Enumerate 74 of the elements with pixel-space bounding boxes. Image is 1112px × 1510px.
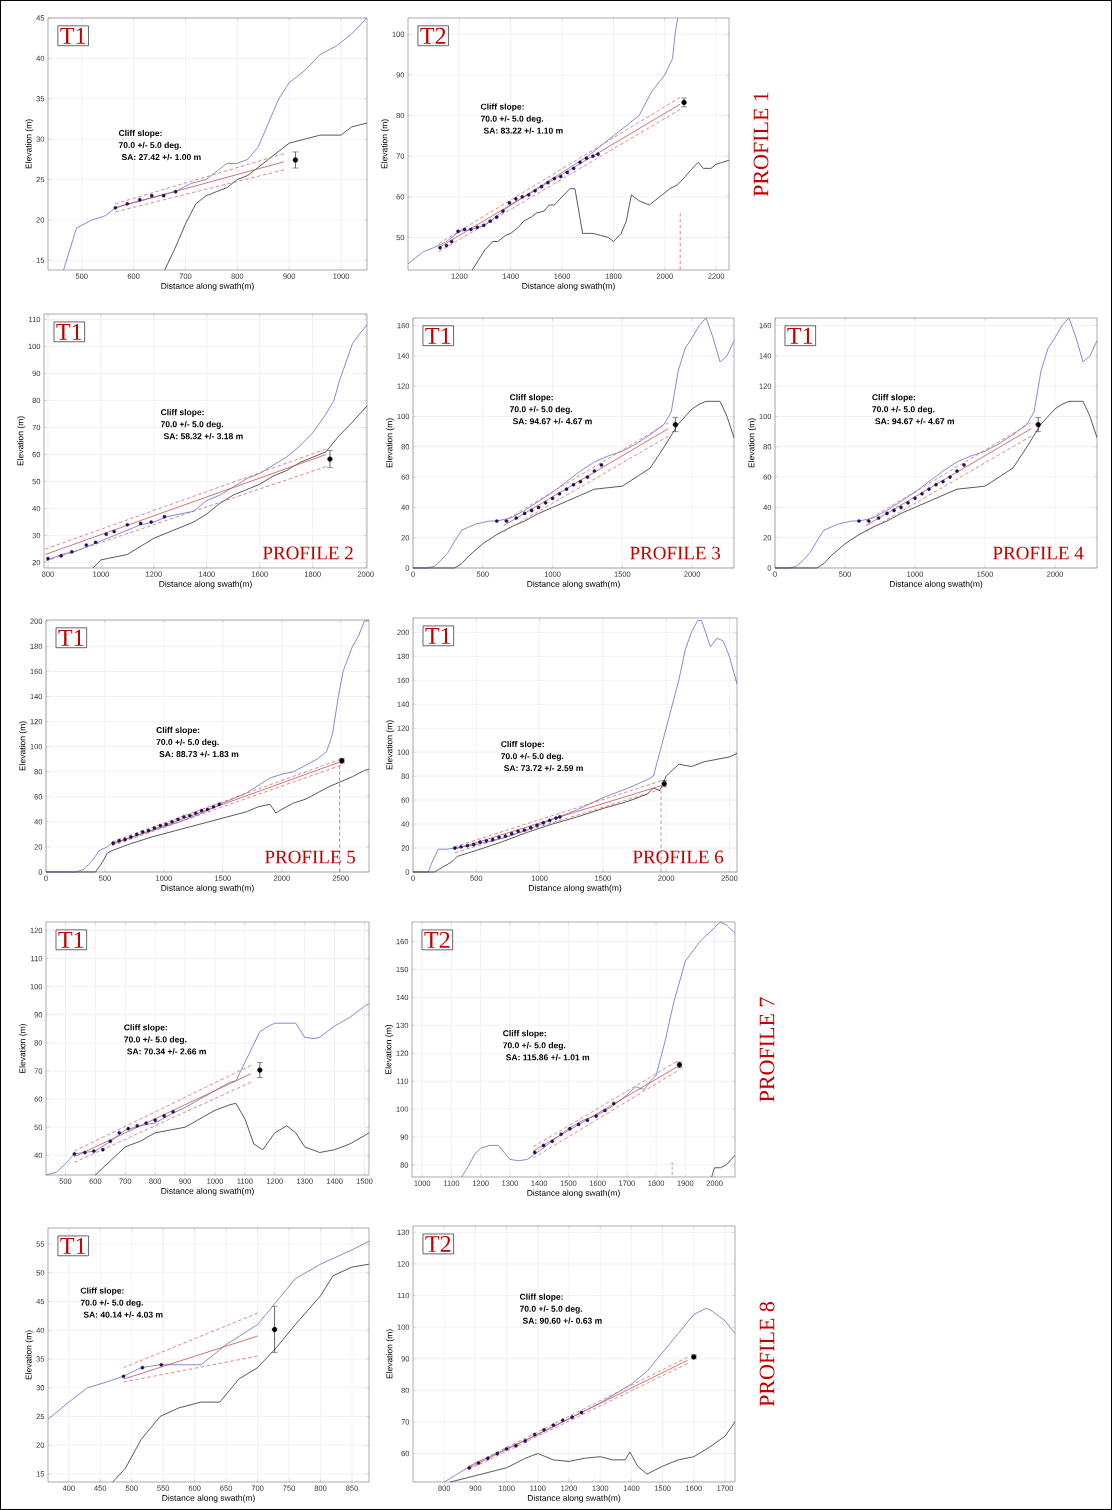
x-axis-title: Distance along swath(m) (527, 580, 620, 589)
y-axis-title: Elevation (m) (25, 119, 34, 169)
annotation: 70.0 +/- 5.0 deg. (118, 141, 182, 150)
x-axis-title: Distance along swath(m) (159, 580, 252, 589)
annotation: T1 (425, 327, 451, 344)
annotation: PROFILE 4 (993, 546, 1084, 560)
annotation: T1 (425, 627, 451, 644)
annotation: SA: 90.60 +/- 0.63 m (522, 1317, 602, 1324)
annotation: Cliff slope: (503, 1030, 546, 1038)
annotation: 70.0 +/- 5.0 deg. (124, 1036, 187, 1045)
annotation: T1 (56, 323, 82, 340)
annotation: 70.0 +/- 5.0 deg. (156, 738, 219, 747)
annotation: Cliff slope: (501, 740, 544, 749)
annotation: SA: 115.86 +/- 1.01 m (506, 1054, 590, 1061)
annotation: 70.0 +/- 5.0 deg. (872, 406, 935, 414)
y-axis-title: Elevation (m) (386, 1329, 395, 1379)
annotation: 70.0 +/- 5.0 deg. (480, 115, 544, 124)
y-axis-title: Elevation (m) (25, 1330, 34, 1380)
annotation: PROFILE 5 (265, 850, 356, 864)
y-axis-title: Elevation (m) (386, 720, 395, 770)
x-axis-title: Distance along swath(m) (162, 1494, 255, 1503)
text: PROFILE 8 (759, 1302, 775, 1407)
annotation: 70.0 +/- 5.0 deg. (519, 1305, 583, 1314)
text: PROFILE 1 (753, 92, 769, 197)
y-axis-title: Elevation (m) (748, 418, 757, 468)
x-axis-title: Distance along swath(m) (161, 884, 254, 893)
annotation: Cliff slope: (480, 103, 524, 112)
x-axis-title: Distance along swath(m) (527, 1189, 620, 1198)
annotation: T2 (425, 1235, 451, 1252)
annotation: Cliff slope: (156, 726, 200, 735)
annotation: T1 (60, 1237, 86, 1254)
annotation: PROFILE 2 (263, 546, 353, 560)
annotation: SA: 88.73 +/- 1.83 m (159, 750, 239, 758)
annotation: T2 (424, 931, 450, 948)
annotation: Cliff slope: (124, 1024, 167, 1033)
x-axis-title: Distance along swath(m) (522, 282, 615, 291)
annotation: 70.0 +/- 5.0 deg. (501, 752, 564, 761)
x-axis-title: Distance along swath(m) (161, 282, 254, 291)
y-axis-title: Elevation (m) (386, 418, 395, 468)
annotation: 70.0 +/- 5.0 deg. (160, 420, 224, 429)
annotation: T1 (787, 327, 813, 344)
annotation: Cliff slope: (872, 394, 916, 402)
annotation: 70.0 +/- 5.0 deg. (503, 1042, 566, 1051)
annotation: SA: 27.42 +/- 1.00 m (121, 153, 201, 161)
text: PROFILE 7 (759, 997, 775, 1102)
annotation: T1 (58, 629, 84, 646)
annotation: T2 (420, 27, 446, 44)
annotation: T1 (60, 27, 86, 44)
y-axis-title: Elevation (m) (17, 416, 26, 466)
x-axis-title: Distance along swath(m) (528, 884, 622, 893)
annotation: Cliff slope: (118, 129, 162, 138)
annotation: SA: 94.67 +/- 4.67 m (512, 418, 592, 425)
annotation: PROFILE 3 (630, 546, 721, 560)
annotation: SA: 94.67 +/- 4.67 m (875, 418, 954, 425)
y-axis-title: Elevation (m) (19, 721, 28, 771)
annotation: T1 (58, 931, 84, 948)
annotation: SA: 40.14 +/- 4.03 m (83, 1311, 163, 1318)
y-axis-title: Elevation (m) (385, 1025, 394, 1074)
annotation: Cliff slope: (509, 394, 553, 402)
x-axis-title: Distance along swath(m) (527, 1494, 621, 1503)
annotation: Cliff slope: (160, 408, 204, 417)
annotation: SA: 73.72 +/- 2.59 m (504, 764, 583, 772)
annotation: 70.0 +/- 5.0 deg. (509, 406, 573, 414)
annotation: SA: 70.34 +/- 2.66 m (127, 1048, 206, 1055)
annotation: Cliff slope: (80, 1287, 124, 1296)
x-axis-title: Distance along swath(m) (161, 1187, 254, 1196)
annotation: Cliff slope: (519, 1293, 563, 1302)
annotation: SA: 83.22 +/- 1.10 m (483, 127, 563, 134)
annotation: 70.0 +/- 5.0 deg. (80, 1299, 143, 1308)
x-axis-title: Distance along swath(m) (889, 580, 983, 589)
annotation: SA: 58.32 +/- 3.18 m (163, 432, 243, 440)
y-axis-title: Elevation (m) (19, 1024, 28, 1073)
annotation: PROFILE 6 (632, 850, 724, 864)
y-axis-title: Elevation (m) (381, 119, 390, 169)
